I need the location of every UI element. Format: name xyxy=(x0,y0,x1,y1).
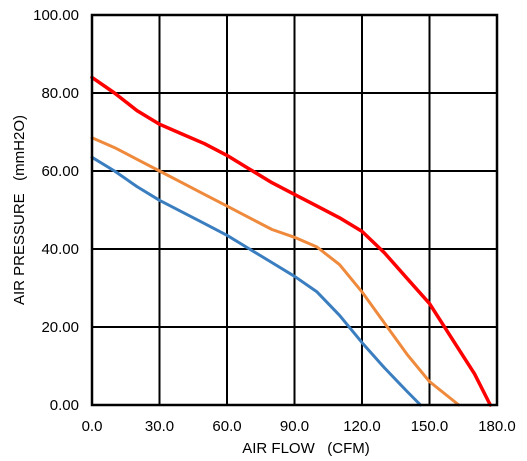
x-tick-label-4: 120.0 xyxy=(343,418,381,435)
x-tick-label-3: 90.0 xyxy=(280,418,309,435)
x-tick-label-0: 0.0 xyxy=(82,418,103,435)
y-tick-label-0: 0.00 xyxy=(50,397,79,414)
x-axis-title: AIR FLOW (CFM) xyxy=(242,440,370,457)
x-tick-label-5: 150.0 xyxy=(411,418,449,435)
y-tick-label-3: 60.00 xyxy=(41,163,79,180)
y-axis-title: AIR PRESSURE (mmH2O) xyxy=(11,115,28,305)
series-lines xyxy=(90,75,493,407)
x-tick-labels: 0.0 30.0 60.0 90.0 120.0 150.0 180.0 xyxy=(82,418,516,435)
y-tick-label-5: 100.00 xyxy=(33,7,79,24)
y-tick-labels: 0.00 20.00 40.00 60.00 80.00 100.00 xyxy=(33,7,79,414)
x-tick-label-2: 60.0 xyxy=(212,418,241,435)
y-tick-label-1: 20.00 xyxy=(41,319,79,336)
y-tick-label-4: 80.00 xyxy=(41,85,79,102)
series-line-0 xyxy=(90,75,493,407)
y-tick-label-2: 40.00 xyxy=(41,241,79,258)
series-line-2 xyxy=(90,155,422,407)
plot-frame xyxy=(90,13,499,407)
series-line-1 xyxy=(90,136,461,407)
x-tick-label-6: 180.0 xyxy=(478,418,516,435)
x-tick-label-1: 30.0 xyxy=(145,418,174,435)
